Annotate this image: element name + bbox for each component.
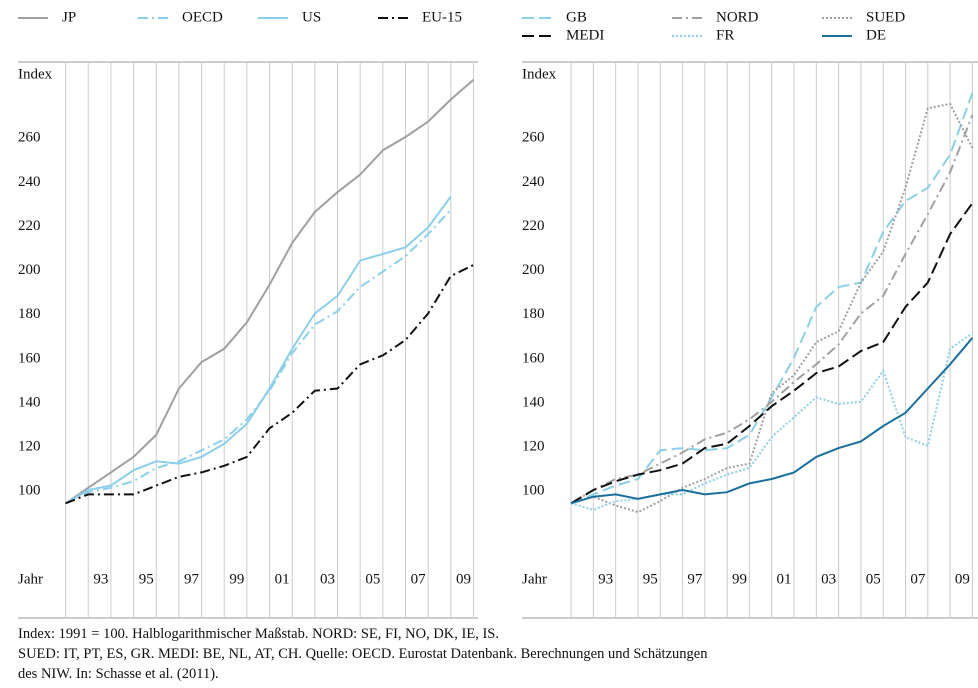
legend-label: SUED — [866, 9, 905, 25]
footnote-line: SUED: IT, PT, ES, GR. MEDI: BE, NL, AT, … — [18, 646, 708, 662]
x-tick-label: 05 — [866, 571, 881, 587]
legend-label: OECD — [182, 9, 223, 25]
y-tick-label: 260 — [18, 130, 41, 146]
legend-label: FR — [716, 27, 734, 43]
series-line — [570, 337, 974, 505]
series-line — [570, 114, 974, 505]
legend-label: DE — [866, 27, 886, 43]
legend-label: EU-15 — [422, 9, 462, 25]
y-tick-label: 140 — [522, 394, 545, 410]
legend-label: MEDI — [566, 27, 604, 43]
y-tick-label: 200 — [522, 262, 545, 278]
x-tick-label: 05 — [365, 571, 380, 587]
series-line — [65, 209, 452, 505]
series-line — [65, 196, 452, 505]
y-tick-label: 120 — [18, 439, 41, 455]
legend-label: JP — [62, 9, 76, 25]
x-tick-label: 95 — [139, 571, 154, 587]
series-line — [65, 264, 474, 505]
y-tick-label: 180 — [18, 306, 41, 322]
series-line — [570, 202, 974, 505]
x-tick-label: 93 — [93, 571, 108, 587]
y-tick-label: 240 — [522, 174, 545, 190]
x-axis-label: Jahr — [18, 571, 43, 587]
y-tick-label: 100 — [18, 483, 41, 499]
chart: 93 95 97 99 01 03 05 07 09 100 120 140 160 180 200 220 2… — [18, 9, 978, 619]
y-axis-label: Index — [522, 66, 557, 82]
x-tick-label: 03 — [821, 571, 836, 587]
footnote-line: Index: 1991 = 100. Halblogarithmischer M… — [18, 626, 499, 642]
x-tick-label: 03 — [320, 571, 335, 587]
y-tick-label: 160 — [522, 350, 545, 366]
series-line — [65, 78, 475, 505]
y-tick-label: 100 — [522, 483, 545, 499]
x-tick-label: 01 — [777, 571, 792, 587]
series-line — [570, 92, 974, 505]
x-tick-label: 97 — [184, 571, 200, 587]
x-tick-label: 95 — [643, 571, 658, 587]
y-tick-label: 220 — [522, 218, 545, 234]
x-tick-label: 99 — [229, 571, 244, 587]
x-tick-label: 93 — [598, 571, 613, 587]
legend-label: NORD — [716, 9, 759, 25]
x-tick-label: 09 — [456, 571, 471, 587]
y-tick-label: 160 — [18, 350, 41, 366]
y-tick-label: 260 — [522, 130, 545, 146]
y-tick-label: 220 — [18, 218, 41, 234]
x-tick-label: 01 — [275, 571, 290, 587]
legend-label: US — [302, 9, 321, 25]
y-tick-label: 240 — [18, 174, 41, 190]
y-tick-label: 200 — [18, 262, 41, 278]
y-axis-label: Index — [18, 66, 53, 82]
x-axis-label: Jahr — [522, 571, 547, 587]
x-tick-label: 99 — [732, 571, 747, 587]
y-tick-label: 140 — [18, 394, 41, 410]
x-tick-label: 09 — [955, 571, 970, 587]
y-tick-label: 120 — [522, 439, 545, 455]
footnote-line: des NIW. In: Schasse et al. (2011). — [18, 666, 219, 682]
x-tick-label: 97 — [687, 571, 703, 587]
legend-label: GB — [566, 9, 587, 25]
x-tick-label: 07 — [910, 571, 926, 587]
y-tick-label: 180 — [522, 306, 545, 322]
x-tick-label: 07 — [411, 571, 427, 587]
footnote: Index: 1991 = 100. Halblogarithmischer M… — [18, 624, 707, 684]
